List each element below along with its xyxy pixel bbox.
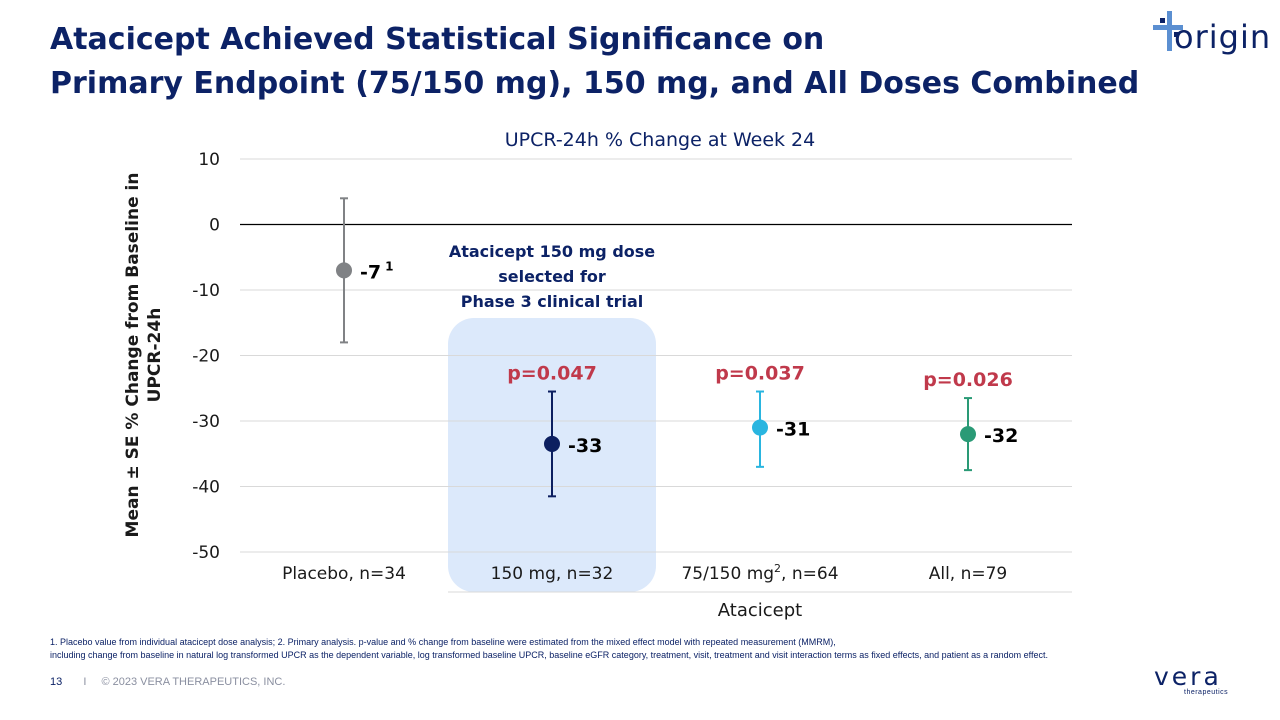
y-axis-label: Mean ± SE % Change from Baseline in UPCR-… bbox=[123, 173, 165, 538]
page-number: 13 bbox=[50, 676, 63, 688]
y-axis-label-line: Mean ± SE % Change from Baseline in bbox=[123, 173, 143, 538]
x-tick-label: Placebo, n=34 bbox=[282, 564, 406, 584]
y-tick-label: -30 bbox=[192, 412, 220, 432]
y-axis-label-line: UPCR-24h bbox=[145, 308, 165, 403]
y-tick-label: -20 bbox=[192, 347, 220, 367]
slide-footer: 13 I © 2023 VERA THERAPEUTICS, INC. bbox=[50, 676, 285, 688]
x-tick-label: All, n=79 bbox=[929, 564, 1008, 584]
origin-logo: origin bbox=[1150, 8, 1270, 64]
y-tick-label: 0 bbox=[209, 216, 220, 236]
p-value-label: p=0.026 bbox=[923, 369, 1013, 391]
x-tick-label: 75/150 mg2, n=64 bbox=[681, 562, 838, 584]
data-point bbox=[752, 419, 768, 436]
data-point bbox=[960, 426, 976, 443]
page-title-line-2: Primary Endpoint (75/150 mg), 150 mg, an… bbox=[50, 66, 1140, 101]
p-value-label: p=0.037 bbox=[715, 363, 805, 385]
page-title: Atacicept Achieved Statistical Significa… bbox=[50, 18, 1140, 106]
y-tick-label: -50 bbox=[192, 543, 220, 563]
page-title-line-1: Atacicept Achieved Statistical Significa… bbox=[50, 22, 825, 57]
origin-logo-text: origin bbox=[1174, 18, 1272, 56]
data-label: -7 1 bbox=[360, 259, 393, 283]
y-tick-label: 10 bbox=[198, 150, 220, 170]
y-tick-label: -40 bbox=[192, 478, 220, 498]
vera-logo-name: vera bbox=[1154, 662, 1222, 691]
data-point bbox=[336, 262, 352, 279]
highlight-annotation-line: Atacicept 150 mg dose bbox=[449, 242, 655, 261]
p-value-label: p=0.047 bbox=[507, 363, 597, 385]
upcr-chart: 10 0 -10 -20 -30 -40 -50 UPCR-24h % Change at W… bbox=[123, 129, 1072, 621]
footnotes: 1. Placebo value from individual atacice… bbox=[50, 636, 1240, 662]
footnote-line-2: including change from baseline in natura… bbox=[50, 650, 1049, 660]
y-tick-label: -10 bbox=[192, 281, 220, 301]
vera-logo-sub: therapeutics bbox=[1184, 689, 1229, 696]
data-label: -32 bbox=[984, 425, 1018, 447]
data-label: -33 bbox=[568, 435, 602, 457]
footer-separator: I bbox=[83, 676, 87, 688]
x-tick-label: 150 mg, n=32 bbox=[491, 564, 614, 584]
cross-plus-icon bbox=[1153, 11, 1183, 51]
highlight-annotation-line: selected for bbox=[498, 267, 606, 286]
chart-title: UPCR-24h % Change at Week 24 bbox=[505, 129, 815, 151]
footnote-line-1: 1. Placebo value from individual atacice… bbox=[50, 637, 836, 647]
data-label: -31 bbox=[776, 419, 810, 441]
data-point bbox=[544, 435, 560, 452]
x-axis-label: Atacicept bbox=[718, 600, 802, 621]
copyright-text: © 2023 VERA THERAPEUTICS, INC. bbox=[101, 676, 286, 688]
vera-logo: vera therapeutics bbox=[1150, 662, 1250, 702]
highlight-annotation-line: Phase 3 clinical trial bbox=[461, 292, 644, 311]
